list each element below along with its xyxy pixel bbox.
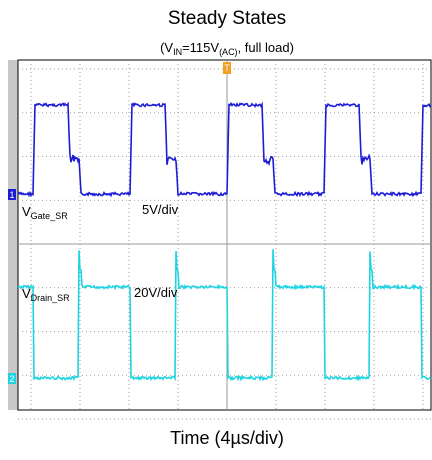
subtitle-part: =115V bbox=[182, 40, 219, 55]
subtitle: (VIN=115V(AC), full load) bbox=[160, 40, 294, 57]
subtitle-sub: IN bbox=[173, 47, 182, 57]
ch1-marker: 1 bbox=[9, 190, 14, 200]
subtitle-part: (V bbox=[160, 40, 173, 55]
x-label: Time (4µs/div) bbox=[170, 428, 284, 448]
side-strip bbox=[8, 60, 18, 410]
ch2-scale: 20V/div bbox=[134, 285, 178, 300]
title: Steady States bbox=[168, 8, 286, 29]
ch2-label-sub: Drain_SR bbox=[31, 293, 71, 303]
ch2-marker: 2 bbox=[9, 374, 14, 384]
subtitle-part: , full load) bbox=[238, 40, 294, 55]
ch2-label-main: V bbox=[22, 286, 31, 301]
ch1-label-sub: Gate_SR bbox=[31, 211, 69, 221]
ch1-scale: 5V/div bbox=[142, 202, 179, 217]
trigger-marker: T bbox=[224, 63, 230, 73]
scope-figure: Steady States (VIN=115V(AC), full load) … bbox=[0, 0, 432, 460]
ch1-label-main: V bbox=[22, 204, 31, 219]
subtitle-sub: (AC) bbox=[219, 47, 238, 57]
